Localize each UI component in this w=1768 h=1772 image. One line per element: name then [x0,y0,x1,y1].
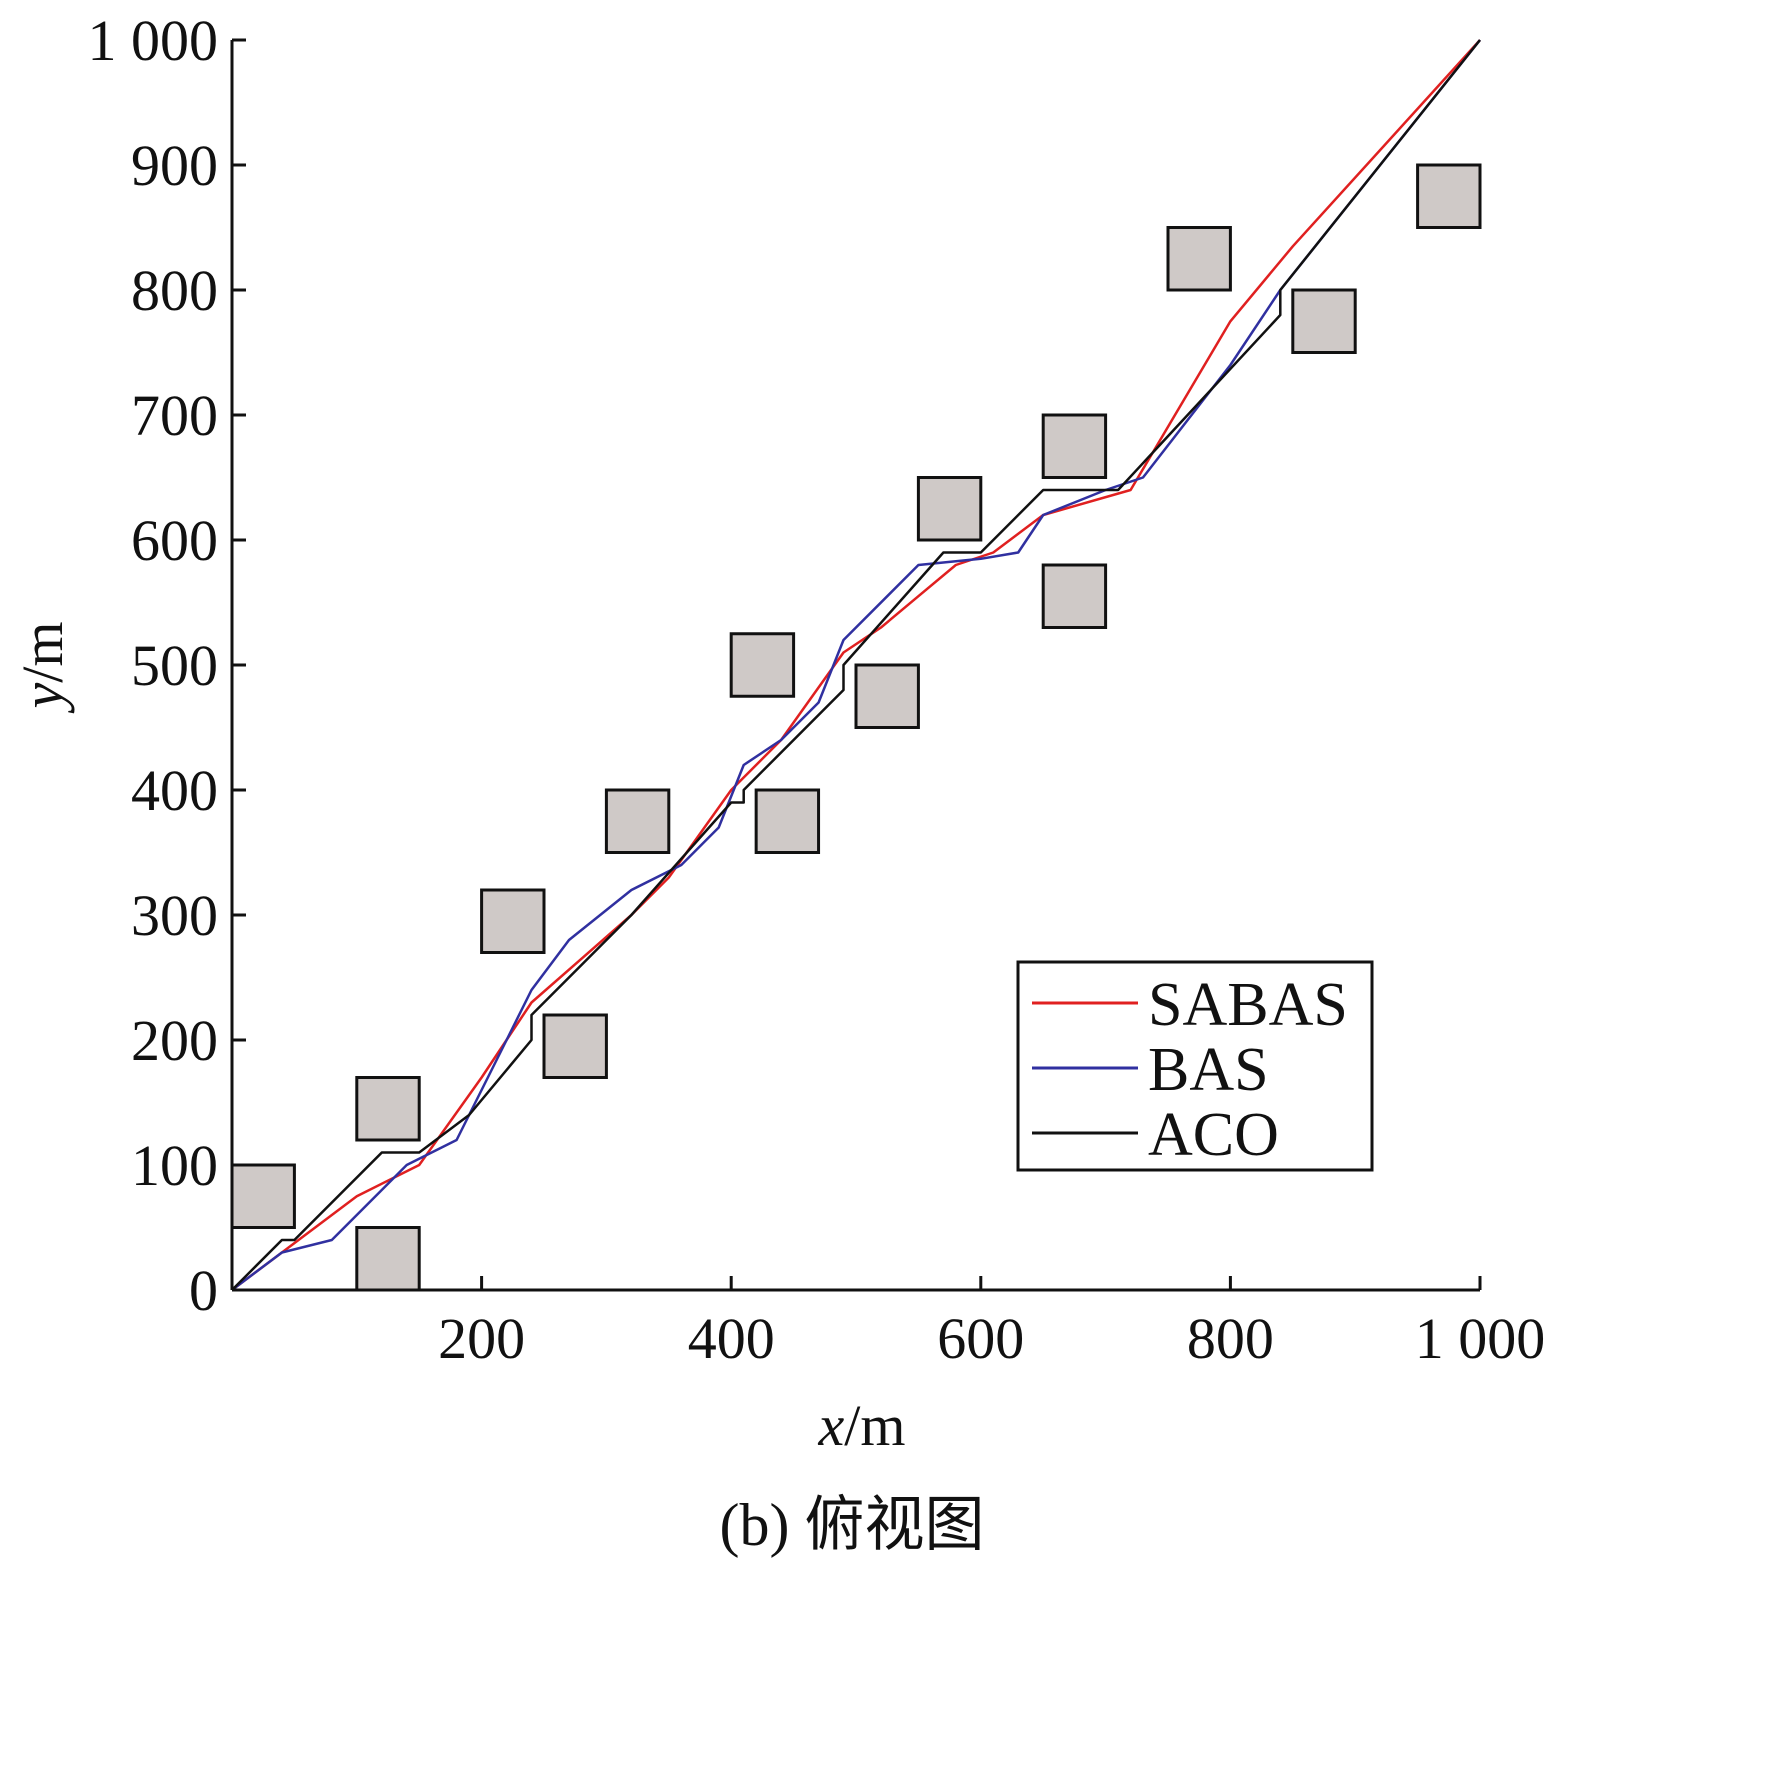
legend-label-bas: BAS [1148,1036,1269,1104]
y-tick-label: 900 [131,133,218,198]
legend: SABAS BAS ACO [1016,960,1374,1172]
y-tick-label: 500 [131,633,218,698]
y-tick-label: 100 [131,1133,218,1198]
ticks-layer: 0 100 200 300 400 500 600 700 800 900 1 000 200 400 6… [88,8,1546,1371]
obstacle-15 [1416,163,1482,229]
obstacle-3 [355,1076,421,1142]
x-tick-label: 200 [438,1306,525,1371]
obstacle-9 [854,663,920,729]
x-tick-label: 600 [937,1306,1024,1371]
y-tick-label: 700 [131,383,218,448]
y-tick-label: 600 [131,508,218,573]
obstacle-14 [1291,288,1357,354]
x-axis-label: x/m [818,1393,906,1458]
series-layer [231,39,1481,1291]
y-tick-label: 200 [131,1008,218,1073]
figure-caption: (b) 俯视图 [720,1492,985,1558]
obstacle-1 [230,1163,296,1229]
obstacle-8 [754,788,821,854]
y-tick-label: 400 [131,758,218,823]
obstacles-layer [230,163,1482,1292]
x-tick-label: 400 [688,1306,775,1371]
series-line-bas [231,39,1481,1291]
obstacle-7 [729,632,796,698]
obstacle-2 [355,1226,421,1292]
y-tick-label: 300 [131,883,218,948]
legend-box [1016,960,1374,1172]
obstacle-6 [604,788,671,854]
y-axis-label: y/m [10,622,75,714]
obstacle-5 [542,1013,608,1079]
obstacle-10 [916,476,983,542]
legend-label-aco: ACO [1148,1101,1279,1169]
obstacle-12 [1041,413,1108,479]
series-line-aco [231,39,1481,1291]
obstacle-11 [1041,563,1108,629]
legend-label-sabas: SABAS [1148,971,1348,1039]
obstacle-13 [1166,226,1232,292]
x-tick-label: 1 000 [1415,1306,1546,1371]
x-tick-label: 800 [1187,1306,1274,1371]
y-tick-label: 0 [189,1258,218,1323]
y-tick-label: 1 000 [88,8,219,73]
obstacle-4 [480,888,546,954]
y-tick-label: 800 [131,258,218,323]
